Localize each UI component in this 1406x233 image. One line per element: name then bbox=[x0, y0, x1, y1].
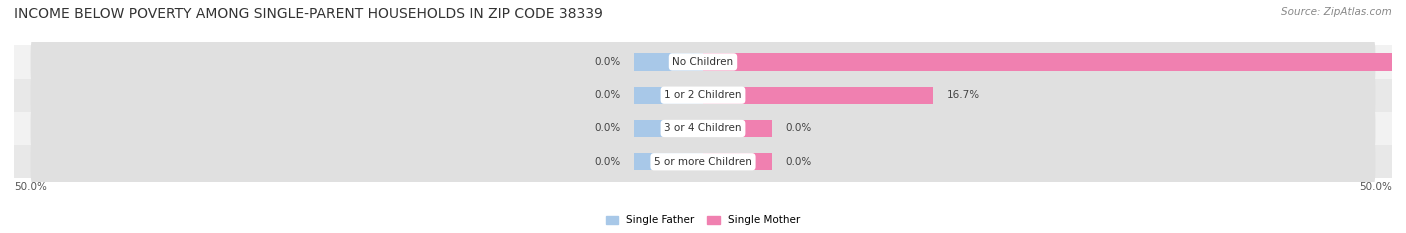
Text: 16.7%: 16.7% bbox=[946, 90, 980, 100]
Bar bbox=[703, 120, 772, 137]
Bar bbox=[634, 86, 703, 104]
Bar bbox=[14, 79, 1392, 112]
Bar bbox=[634, 153, 703, 170]
FancyBboxPatch shape bbox=[31, 27, 1375, 97]
FancyBboxPatch shape bbox=[31, 127, 1375, 197]
Text: 3 or 4 Children: 3 or 4 Children bbox=[664, 123, 742, 134]
Bar bbox=[14, 45, 1392, 79]
Text: 0.0%: 0.0% bbox=[595, 90, 620, 100]
Text: 0.0%: 0.0% bbox=[595, 57, 620, 67]
Text: 0.0%: 0.0% bbox=[786, 123, 811, 134]
Legend: Single Father, Single Mother: Single Father, Single Mother bbox=[602, 211, 804, 230]
Text: 50.0%: 50.0% bbox=[1360, 182, 1392, 192]
Bar bbox=[703, 53, 1392, 71]
FancyBboxPatch shape bbox=[31, 60, 1375, 130]
Bar bbox=[14, 112, 1392, 145]
Bar bbox=[703, 153, 772, 170]
Text: 0.0%: 0.0% bbox=[595, 157, 620, 167]
Text: 0.0%: 0.0% bbox=[786, 157, 811, 167]
Bar bbox=[634, 53, 703, 71]
Text: Source: ZipAtlas.com: Source: ZipAtlas.com bbox=[1281, 7, 1392, 17]
Bar bbox=[703, 86, 934, 104]
Text: 1 or 2 Children: 1 or 2 Children bbox=[664, 90, 742, 100]
Text: No Children: No Children bbox=[672, 57, 734, 67]
Text: INCOME BELOW POVERTY AMONG SINGLE-PARENT HOUSEHOLDS IN ZIP CODE 38339: INCOME BELOW POVERTY AMONG SINGLE-PARENT… bbox=[14, 7, 603, 21]
Text: 5 or more Children: 5 or more Children bbox=[654, 157, 752, 167]
Text: 50.0%: 50.0% bbox=[14, 182, 46, 192]
FancyBboxPatch shape bbox=[31, 93, 1375, 164]
Bar bbox=[14, 145, 1392, 178]
Bar bbox=[634, 120, 703, 137]
Text: 0.0%: 0.0% bbox=[595, 123, 620, 134]
